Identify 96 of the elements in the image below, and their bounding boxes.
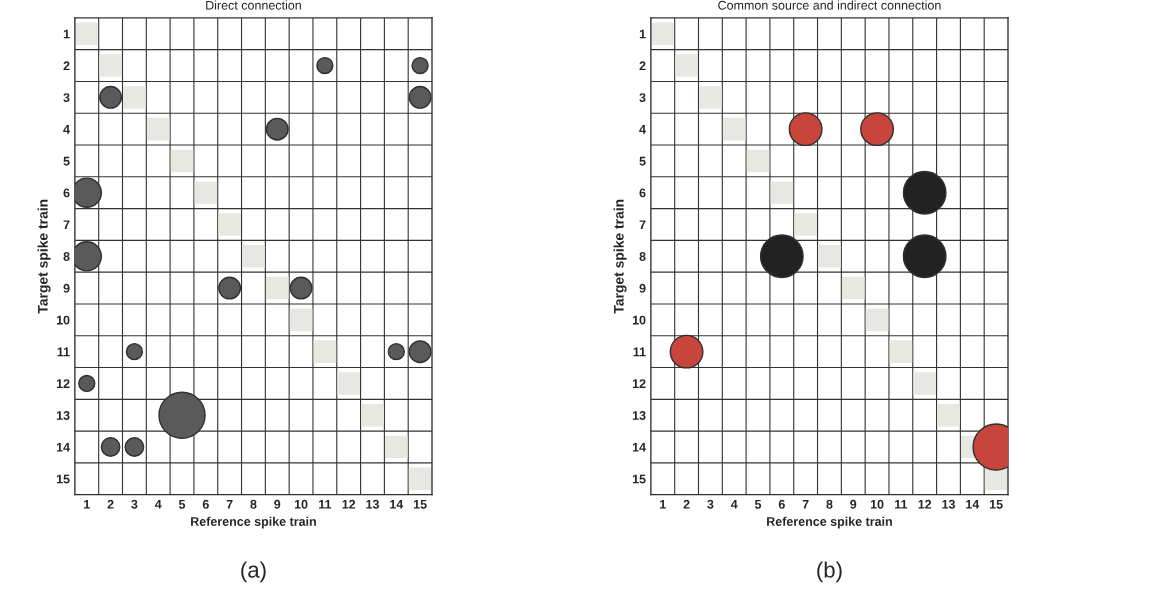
y-tick-label: 6 <box>639 188 646 198</box>
x-tick-label: 10 <box>870 499 884 509</box>
chart-title: Common source and indirect connection <box>718 0 941 10</box>
x-tick-label: 5 <box>178 500 186 509</box>
y-tick-label: 1 <box>63 29 70 39</box>
point <box>651 22 675 46</box>
y-tick-label: 6 <box>63 188 70 198</box>
text: (b) <box>817 561 842 583</box>
x-axis-title: Reference spike train <box>767 516 892 529</box>
y-tick-label: 15 <box>56 474 70 484</box>
point <box>889 340 913 363</box>
y-tick-label: 4 <box>63 125 70 134</box>
point <box>146 117 170 141</box>
x-tick-label: 6 <box>202 499 209 509</box>
y-tick-label: 14 <box>632 442 646 452</box>
point <box>794 213 817 236</box>
point <box>865 308 889 332</box>
y-tick-label: 2 <box>63 61 70 71</box>
y-tick-label: 4 <box>639 125 646 134</box>
y-tick-label: 12 <box>632 379 646 388</box>
y-tick-label: 13 <box>632 411 646 420</box>
y-tick-label: 9 <box>639 283 646 293</box>
y-tick-label: 10 <box>632 315 646 325</box>
x-tick-label: 6 <box>778 499 785 509</box>
point <box>289 308 313 332</box>
y-tick-label: 2 <box>639 61 646 71</box>
x-tick-label: 2 <box>107 499 114 509</box>
x-tick-label: 7 <box>802 500 809 509</box>
y-tick-label: 3 <box>63 93 70 103</box>
x-tick-label: 7 <box>226 500 233 509</box>
x-tick-label: 4 <box>154 500 162 509</box>
y-tick-label: 10 <box>56 315 70 325</box>
x-tick-label: 15 <box>413 500 427 509</box>
point <box>699 86 722 109</box>
y-tick-label: 9 <box>63 283 70 293</box>
y-tick-label: 5 <box>639 156 646 166</box>
y-tick-label: 14 <box>56 442 70 452</box>
x-tick-label: 9 <box>274 499 281 509</box>
x-tick-label: 12 <box>918 499 932 509</box>
y-tick-label: 1 <box>639 29 646 39</box>
x-tick-label: 8 <box>250 499 257 509</box>
y-tick-label: 5 <box>63 156 70 166</box>
point <box>337 372 360 395</box>
y-tick-label: 13 <box>56 411 70 420</box>
point <box>722 117 746 141</box>
point <box>937 403 960 427</box>
y-tick-label: 12 <box>56 379 70 388</box>
point <box>218 213 241 236</box>
point <box>75 22 99 46</box>
point <box>675 54 698 77</box>
point <box>770 181 794 204</box>
y-tick-label: 8 <box>639 252 646 261</box>
point <box>818 244 841 268</box>
x-axis-title: Reference spike train <box>191 516 316 529</box>
point <box>408 467 432 491</box>
x-tick-label: 14 <box>390 500 404 509</box>
x-tick-label: 8 <box>826 499 833 509</box>
x-tick-label: 3 <box>707 499 714 509</box>
point <box>99 54 122 77</box>
point <box>123 86 146 109</box>
x-tick-label: 11 <box>895 500 908 509</box>
chart-title: Direct connection <box>206 0 301 10</box>
x-tick-label: 5 <box>754 500 762 509</box>
y-tick-label: 3 <box>639 93 646 103</box>
point <box>841 276 865 300</box>
point <box>170 149 194 173</box>
x-tick-label: 4 <box>730 500 738 509</box>
y-tick-label: 15 <box>632 474 646 484</box>
y-axis-title: Target spike train <box>613 199 627 314</box>
x-tick-label: 14 <box>966 500 980 509</box>
y-tick-label: 11 <box>633 347 646 357</box>
x-tick-label: 12 <box>342 499 356 509</box>
x-tick-label: 15 <box>989 500 1003 509</box>
x-tick-label: 10 <box>294 499 308 509</box>
point <box>313 340 337 363</box>
x-tick-label: 1 <box>660 500 666 509</box>
y-tick-label: 7 <box>63 220 70 230</box>
point <box>242 244 265 268</box>
text: (a) <box>241 561 266 583</box>
y-tick-label: 11 <box>57 347 70 357</box>
point <box>361 403 384 427</box>
y-tick-label: 7 <box>639 220 646 230</box>
x-tick-label: 13 <box>366 499 379 509</box>
point <box>384 435 408 459</box>
point <box>746 149 770 173</box>
x-tick-label: 3 <box>131 499 138 509</box>
point <box>194 181 218 204</box>
point <box>265 276 289 300</box>
y-axis-title: Target spike train <box>37 199 51 314</box>
x-tick-label: 2 <box>683 499 690 509</box>
y-tick-label: 8 <box>63 252 70 261</box>
x-tick-label: 13 <box>942 499 955 509</box>
point <box>913 372 936 395</box>
x-tick-label: 9 <box>850 499 857 509</box>
x-tick-label: 11 <box>319 500 332 509</box>
x-tick-label: 1 <box>84 500 90 509</box>
